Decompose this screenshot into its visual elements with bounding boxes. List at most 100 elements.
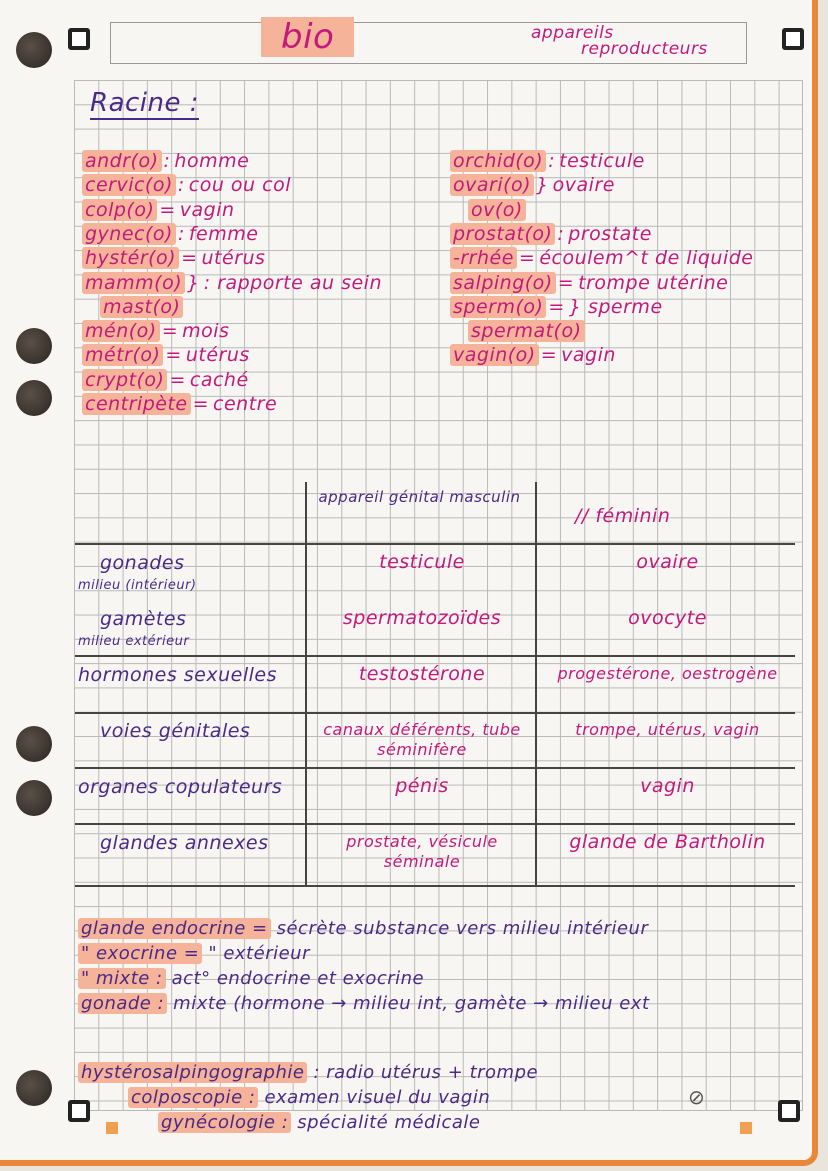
gland-item: gonade : mixte (hormone → milieu int, gam… xyxy=(78,993,650,1014)
root-term: vagin(o) xyxy=(450,344,539,367)
exam-term: hystérosalpingographie xyxy=(78,1062,308,1083)
root-separator: : xyxy=(548,150,556,172)
root-term: andr(o) xyxy=(82,150,162,172)
root-meaning: ovaire xyxy=(552,174,615,197)
binder-hole xyxy=(16,726,52,762)
table-cell-male: spermatozoïdes xyxy=(342,607,502,629)
root-item: colp(o) = vagin xyxy=(82,198,235,221)
root-term: salping(o) xyxy=(450,271,556,294)
root-meaning: : rapporte au sein xyxy=(203,271,382,294)
table-cell-male: pénis xyxy=(395,775,449,797)
orange-marker xyxy=(106,1122,118,1134)
table-cell-male: canaux déférents, tube séminifère xyxy=(323,720,521,759)
title-bar: bio appareils reproducteurs xyxy=(110,17,747,64)
root-item: métr(o) = utérus xyxy=(82,344,250,367)
root-separator: : xyxy=(557,222,565,245)
root-term: crypt(o) xyxy=(82,368,168,391)
root-term: cervic(o) xyxy=(82,174,176,197)
root-separator: = xyxy=(548,295,565,318)
root-item: ovari(o)} ovaire xyxy=(450,174,615,197)
root-item: hystér(o) = utérus xyxy=(82,247,266,270)
table-cell-female: progestérone, oestrogène xyxy=(557,664,778,683)
table-cell-female: trompe, utérus, vagin xyxy=(575,720,760,739)
table-row-note: milieu (intérieur) xyxy=(78,578,197,593)
table-row-label: voies génitales xyxy=(100,720,251,742)
orange-marker xyxy=(740,1122,752,1134)
root-meaning: prostate xyxy=(568,222,652,245)
root-term: orchid(o) xyxy=(450,150,547,172)
gland-term: glande endocrine = xyxy=(78,918,271,939)
root-term: prostat(o) xyxy=(450,222,556,245)
root-item: mamm(o)}: rapporte au sein xyxy=(82,271,382,294)
gland-definition: " extérieur xyxy=(208,943,310,964)
scan-marker-icon xyxy=(782,28,804,50)
table-cell-male: testostérone xyxy=(358,663,486,685)
root-term: ovari(o) xyxy=(450,174,535,197)
binder-hole xyxy=(16,380,52,416)
root-meaning: cou ou col xyxy=(188,174,291,197)
binder-hole xyxy=(16,780,52,816)
table-row-label: glandes annexes xyxy=(100,832,269,854)
gland-term: " exocrine = xyxy=(78,943,203,964)
root-item: orchid(o): testicule xyxy=(450,150,645,172)
root-separator: = xyxy=(557,271,575,294)
root-meaning: testicule xyxy=(559,150,645,172)
root-item: prostat(o): prostate xyxy=(450,222,652,245)
root-term: hystér(o) xyxy=(82,247,180,270)
gland-term: " mixte : xyxy=(78,968,166,989)
root-item: salping(o) = trompe utérine xyxy=(450,271,728,294)
root-item: vagin(o) = vagin xyxy=(450,344,616,367)
root-separator: = xyxy=(165,344,182,367)
root-separator: = xyxy=(181,247,198,270)
root-item: mén(o) = mois xyxy=(82,320,230,343)
root-term: spermat(o) xyxy=(468,320,585,343)
root-meaning: homme xyxy=(174,150,250,172)
table-row-label: organes copulateurs xyxy=(78,776,283,798)
root-meaning: écoulem^t de liquide xyxy=(539,247,754,270)
scan-marker-icon xyxy=(778,1100,800,1122)
root-item: spermat(o) xyxy=(468,320,591,343)
root-separator: = xyxy=(518,247,536,270)
root-separator: = xyxy=(540,344,558,367)
exam-item: colposcopie : examen visuel du vagin xyxy=(128,1087,490,1108)
root-term: mén(o) xyxy=(82,320,160,343)
root-separator: } xyxy=(187,271,200,294)
table-row-label: hormones sexuelles xyxy=(78,664,277,686)
table-divider xyxy=(75,655,795,657)
root-term: mamm(o) xyxy=(82,271,186,294)
root-term: ov(o) xyxy=(468,198,526,221)
root-meaning: utérus xyxy=(201,247,266,270)
table-divider xyxy=(535,482,537,887)
root-item: ov(o) xyxy=(468,198,532,221)
table-cell-female: ovocyte xyxy=(628,607,707,629)
scan-marker-icon xyxy=(68,28,90,50)
root-separator: = xyxy=(192,393,210,415)
table-header-male: appareil génital masculin xyxy=(318,488,521,506)
root-item: crypt(o) = caché xyxy=(82,368,249,391)
exam-term: colposcopie : xyxy=(128,1087,259,1108)
root-item: gynec(o): femme xyxy=(82,222,258,245)
table-row-note: milieu extérieur xyxy=(78,634,190,649)
table-divider xyxy=(305,482,307,887)
table-divider xyxy=(75,767,795,769)
table-header-female: // féminin xyxy=(575,505,671,527)
root-meaning: utérus xyxy=(185,344,250,367)
root-item: sperm(o) =} sperme xyxy=(450,295,663,318)
table-cell-female: vagin xyxy=(640,775,695,797)
root-term: colp(o) xyxy=(82,198,158,221)
root-item: cervic(o): cou ou col xyxy=(82,174,291,197)
gland-item: " mixte : act° endocrine et exocrine xyxy=(78,968,424,989)
root-meaning: mois xyxy=(182,320,230,343)
root-meaning: } sperme xyxy=(568,295,663,318)
exam-definition: spécialité médicale xyxy=(297,1112,481,1133)
root-term: métr(o) xyxy=(82,344,164,367)
root-term: mast(o) xyxy=(100,295,184,318)
page-number-icon: ⊘ xyxy=(688,1085,706,1109)
root-item: andr(o): homme xyxy=(82,150,249,172)
exam-term: gynécologie : xyxy=(158,1112,292,1133)
gland-item: glande endocrine = sécrète substance vers… xyxy=(78,918,648,939)
root-separator: = xyxy=(159,198,176,221)
table-divider xyxy=(75,885,795,887)
gland-definition: act° endocrine et exocrine xyxy=(171,968,425,989)
